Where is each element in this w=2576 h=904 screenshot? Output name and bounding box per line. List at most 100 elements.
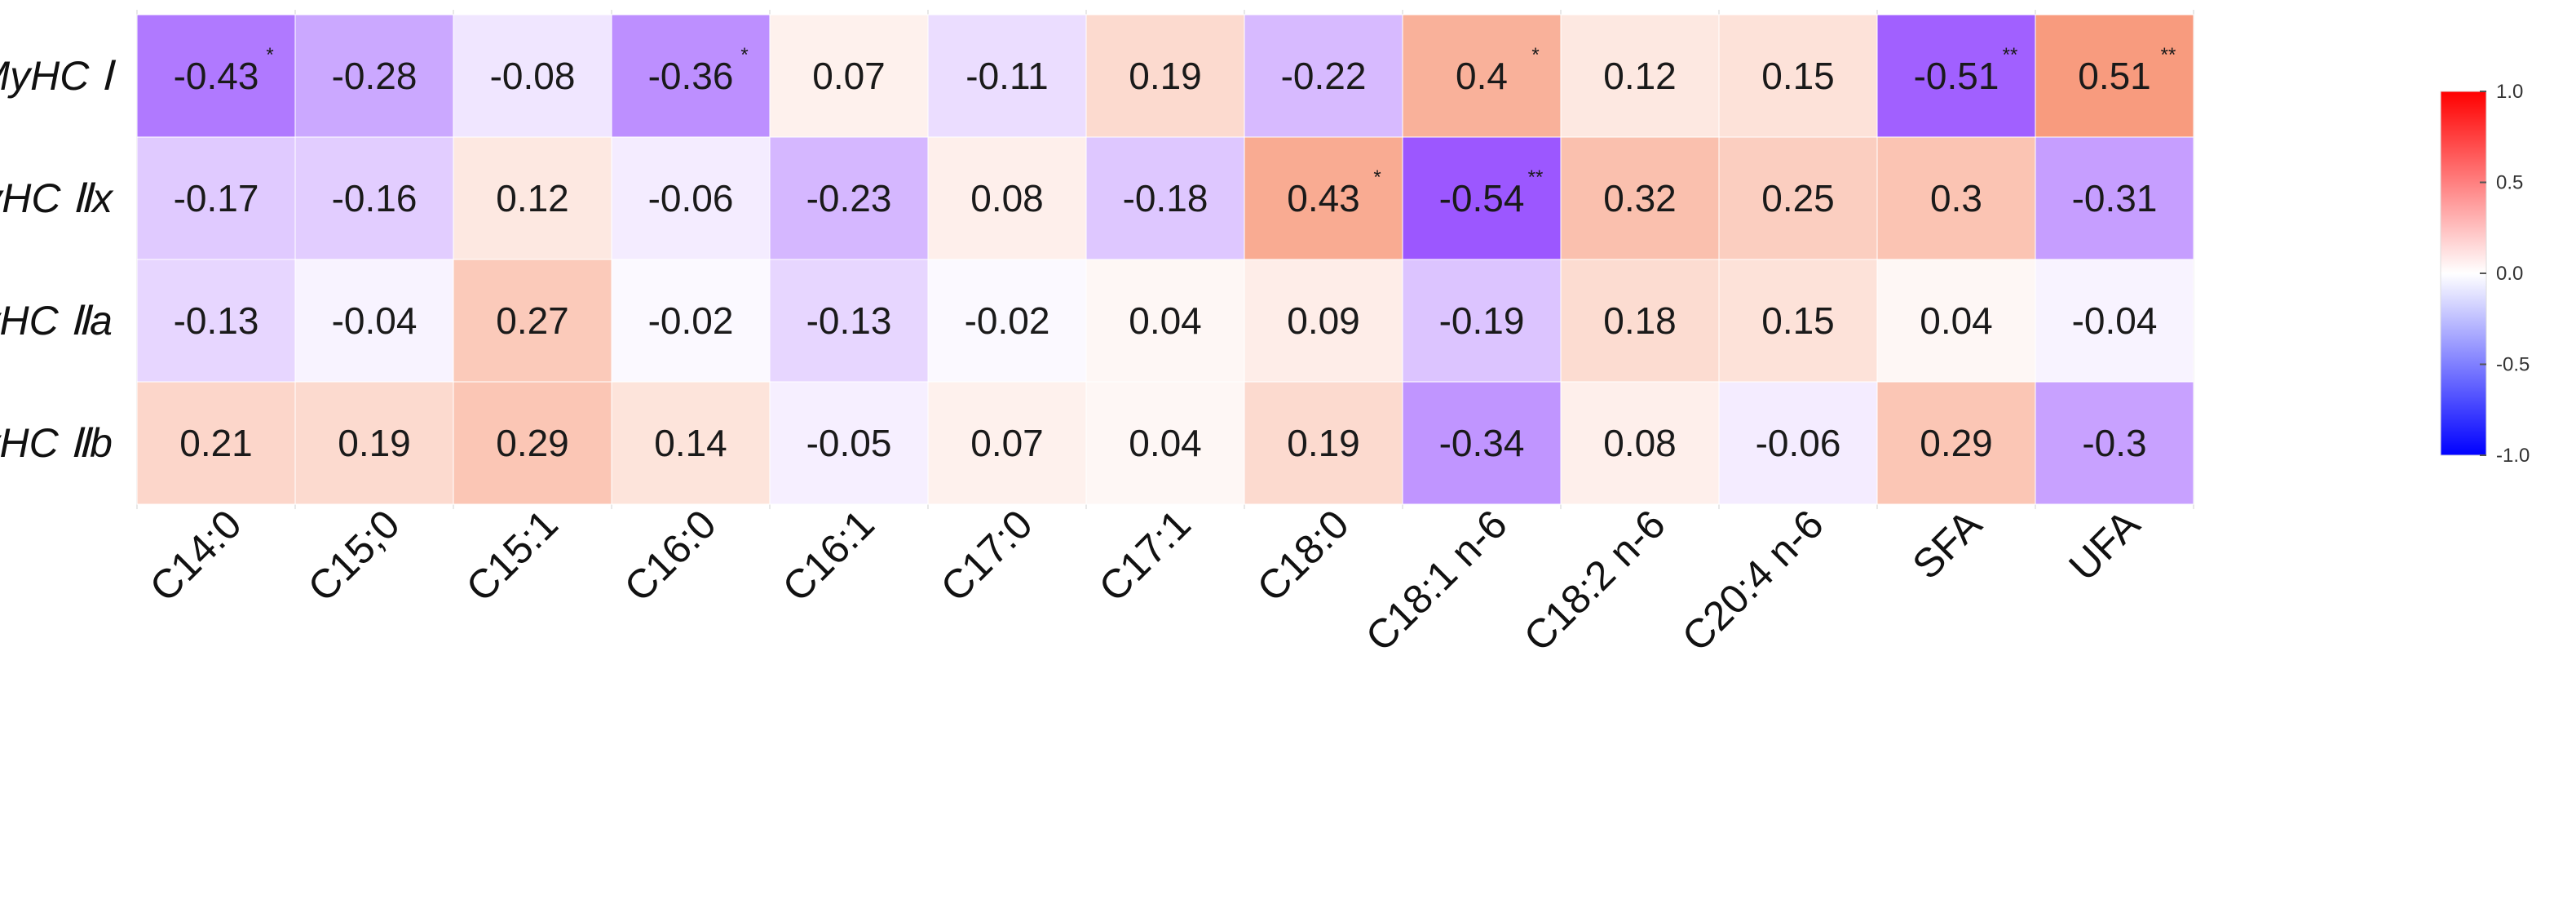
row-label: MyHC Ⅱx xyxy=(0,175,114,221)
heatmap-cell xyxy=(1560,259,1720,383)
significance-marker: * xyxy=(740,44,748,66)
cell-value-label: 0.08 xyxy=(1603,422,1677,464)
cell-value-label: -0.28 xyxy=(332,55,418,97)
heatmap-cell xyxy=(453,14,612,138)
heatmap-cell xyxy=(1876,381,2036,505)
cell-value-label: 0.32 xyxy=(1603,177,1677,219)
cell-value-label: 0.29 xyxy=(496,422,569,464)
cell-value-label: 0.3 xyxy=(1930,177,1982,219)
significance-marker: * xyxy=(1531,44,1539,66)
row-label: MyHC Ⅰ xyxy=(0,53,116,99)
cell-value-label: -0.13 xyxy=(806,299,892,342)
significance-marker: ** xyxy=(2003,44,2018,66)
cell-value-label: 0.18 xyxy=(1603,299,1677,342)
cell-value-label: -0.31 xyxy=(2072,177,2158,219)
heatmap-cell xyxy=(1876,136,2036,260)
cell-value-label: -0.11 xyxy=(965,55,1048,97)
row-label: MyHC Ⅱb xyxy=(0,420,113,466)
cell-value-label: 0.25 xyxy=(1761,177,1835,219)
heatmap-cell xyxy=(927,381,1087,505)
heatmap-cell xyxy=(769,381,929,505)
heatmap-cell xyxy=(611,381,771,505)
heatmap-cell xyxy=(1402,381,1562,505)
heatmap-cell xyxy=(1244,136,1403,260)
heatmap-cell xyxy=(2035,136,2194,260)
column-label: UFA xyxy=(2060,501,2149,590)
heatmap-cell xyxy=(2035,259,2194,383)
heatmap-cell xyxy=(2035,14,2194,138)
heatmap-cell xyxy=(1402,259,1562,383)
column-label: C16:0 xyxy=(616,501,725,610)
legend-tick-label: 0.0 xyxy=(2496,263,2523,285)
legend-tick-label: 0.5 xyxy=(2496,172,2523,194)
column-labels: C14:0 C15;0 C15:1 C16:0 C16:1 C17:0 C17:1 C18:0… xyxy=(141,501,2149,660)
column-label: C15;0 xyxy=(299,501,409,610)
column-label: C18:1 n-6 xyxy=(1357,501,1516,660)
heatmap-cell xyxy=(136,381,296,505)
cell-value-label: -0.51 xyxy=(1914,55,1999,97)
heatmap-cell xyxy=(1718,136,1878,260)
heatmap-cell xyxy=(294,259,454,383)
column-label: C14:0 xyxy=(141,501,250,610)
significance-marker: * xyxy=(1373,166,1381,188)
cell-value-label: 0.04 xyxy=(1129,422,1202,464)
cell-value-label: -0.36 xyxy=(648,55,734,97)
cell-value-label: -0.17 xyxy=(174,177,259,219)
heatmap-cell xyxy=(927,14,1087,138)
cell-value-label: 0.15 xyxy=(1761,55,1835,97)
column-label: C15:1 xyxy=(457,501,567,610)
cell-value-label: -0.08 xyxy=(490,55,576,97)
cell-value-label: 0.12 xyxy=(496,177,569,219)
cell-value-label: 0.15 xyxy=(1761,299,1835,342)
heatmap-cell xyxy=(1876,259,2036,383)
heatmap-cell xyxy=(136,14,296,138)
cell-value-label: -0.02 xyxy=(965,299,1050,342)
cell-value-label: 0.21 xyxy=(179,422,253,464)
heatmap-cell xyxy=(1402,136,1562,260)
column-label: C20:4 n-6 xyxy=(1673,501,1832,660)
cell-value-label: 0.43 xyxy=(1287,177,1360,219)
heatmap-cell xyxy=(769,259,929,383)
cell-value-label: 0.4 xyxy=(1456,55,1508,97)
cell-value-label: 0.07 xyxy=(812,55,886,97)
cell-value-label: -0.19 xyxy=(1439,299,1525,342)
heatmap-cell xyxy=(136,259,296,383)
cell-value-label: 0.27 xyxy=(496,299,569,342)
cell-value-label: -0.23 xyxy=(806,177,892,219)
legend-colorbar xyxy=(2440,91,2487,456)
heatmap-cell xyxy=(927,259,1087,383)
heatmap-cell xyxy=(1085,14,1245,138)
cell-value-label: -0.06 xyxy=(1756,422,1841,464)
cell-value-label: -0.43 xyxy=(174,55,259,97)
cell-value-label: 0.04 xyxy=(1129,299,1202,342)
cell-value-label: 0.08 xyxy=(970,177,1044,219)
cell-value-label: -0.13 xyxy=(174,299,259,342)
cell-value-label: 0.04 xyxy=(1920,299,1993,342)
heatmap-cell xyxy=(1718,14,1878,138)
heatmap-cells: -0.43 * -0.28 -0.08 -0.36 * 0.07 -0.11 0.19 -0.22… xyxy=(136,14,2194,505)
color-legend: 1.0 0.5 0.0 -0.5 -1.0 xyxy=(2440,81,2530,467)
row-label: MyHC Ⅱa xyxy=(0,298,113,343)
heatmap-cell xyxy=(294,136,454,260)
heatmap-cell xyxy=(1402,14,1562,138)
heatmap-cell xyxy=(611,259,771,383)
heatmap-cell xyxy=(1718,381,1878,505)
heatmap-cell xyxy=(1244,381,1403,505)
cell-value-label: -0.02 xyxy=(648,299,734,342)
cell-value-label: -0.04 xyxy=(2072,299,2158,342)
legend-tick-label: -1.0 xyxy=(2496,445,2530,467)
row-labels: MyHC Ⅰ MyHC Ⅱx MyHC Ⅱa MyHC Ⅱb xyxy=(0,53,116,466)
cell-value-label: 0.12 xyxy=(1603,55,1677,97)
heatmap-cell xyxy=(2035,381,2194,505)
heatmap-cell xyxy=(136,136,296,260)
cell-value-label: 0.19 xyxy=(1129,55,1202,97)
cell-value-label: 0.29 xyxy=(1920,422,1993,464)
heatmap-cell xyxy=(1244,14,1403,138)
cell-value-label: 0.19 xyxy=(338,422,411,464)
significance-marker: * xyxy=(266,44,273,66)
heatmap-cell xyxy=(1560,381,1720,505)
cell-value-label: -0.54 xyxy=(1439,177,1525,219)
cell-value-label: -0.34 xyxy=(1439,422,1525,464)
cell-value-label: 0.14 xyxy=(654,422,727,464)
